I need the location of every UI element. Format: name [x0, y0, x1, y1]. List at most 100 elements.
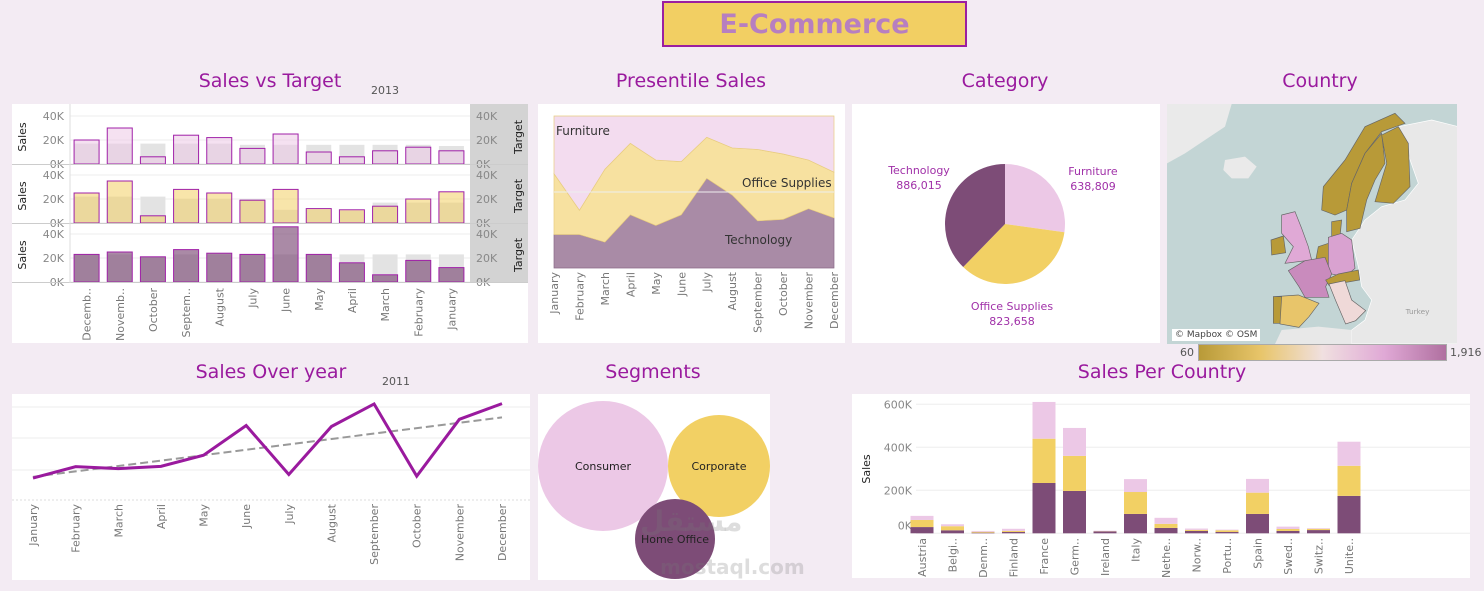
country-bar-segment[interactable] — [1307, 530, 1330, 534]
country-bar-segment[interactable] — [1215, 530, 1239, 533]
sales-bar[interactable] — [173, 249, 200, 283]
country-bar-segment[interactable] — [971, 530, 995, 532]
country-bar-segment[interactable] — [910, 515, 934, 520]
sales-bar[interactable] — [173, 188, 200, 224]
bubble-home-office[interactable] — [635, 499, 715, 579]
country-bar-segment[interactable] — [1032, 482, 1056, 534]
sales-bar[interactable] — [338, 262, 365, 283]
sales-bar[interactable] — [405, 259, 432, 283]
country-bar-segment[interactable] — [1002, 528, 1025, 531]
country-bar-segment[interactable] — [1154, 517, 1178, 524]
x-tick-label: Finland — [1008, 538, 1021, 577]
country-bar-segment[interactable] — [1337, 441, 1361, 466]
sales-bar[interactable] — [139, 256, 166, 283]
country-bar-segment[interactable] — [1337, 465, 1361, 496]
map-country-ireland — [1270, 235, 1287, 256]
sales-bar[interactable] — [338, 209, 365, 224]
pie-label-name: Furniture — [1068, 165, 1118, 178]
country-bar-segment[interactable] — [1124, 479, 1147, 493]
pie-slice-office-supplies[interactable] — [963, 224, 1065, 284]
country-bar-segment[interactable] — [1124, 492, 1147, 514]
bubble-label: Corporate — [692, 460, 747, 473]
sales-bar[interactable] — [405, 198, 432, 224]
country-bar-segment[interactable] — [1063, 490, 1086, 534]
country-bar-segment[interactable] — [1002, 532, 1025, 534]
country-bar-segment[interactable] — [1185, 529, 1208, 531]
country-bar-segment[interactable] — [910, 519, 934, 528]
sales-bar[interactable] — [438, 150, 465, 165]
sales-bar[interactable] — [405, 146, 432, 165]
sales-bar[interactable] — [372, 274, 399, 283]
country-bar-segment[interactable] — [1185, 528, 1208, 530]
country-bar-segment[interactable] — [1246, 492, 1269, 514]
sales-bar[interactable] — [338, 156, 365, 165]
pie-slice-technology[interactable] — [945, 164, 1005, 268]
country-bar-segment[interactable] — [1276, 526, 1300, 529]
country-bar-segment[interactable] — [1154, 523, 1178, 528]
country-bar-segment[interactable] — [1154, 527, 1178, 534]
country-bar-segment[interactable] — [971, 532, 995, 534]
sales-bar[interactable] — [239, 253, 266, 283]
map-country-spain — [1272, 294, 1320, 328]
sales-bar[interactable] — [372, 205, 399, 224]
pie-slice-furniture[interactable] — [1005, 164, 1065, 233]
country-bar-segment[interactable] — [1246, 478, 1269, 493]
country-bar-segment[interactable] — [1307, 528, 1330, 531]
country-bar-segment[interactable] — [971, 531, 995, 533]
sales-line[interactable] — [32, 401, 503, 480]
country-bar-segment[interactable] — [1032, 401, 1056, 439]
country-bar-segment[interactable] — [1002, 530, 1025, 533]
country-bar-segment[interactable] — [941, 526, 964, 531]
sales-bar[interactable] — [206, 137, 233, 165]
country-bar-segment[interactable] — [941, 530, 964, 534]
map-attribution[interactable]: © Mapbox © OSM — [1172, 329, 1261, 341]
sales-bar[interactable] — [73, 139, 100, 165]
sales-bar[interactable] — [173, 134, 200, 165]
country-bar-segment[interactable] — [1276, 530, 1300, 534]
y-axis-label: Sales — [860, 454, 873, 484]
sales-bar[interactable] — [206, 192, 233, 224]
y2-tick-label: 40K — [476, 110, 498, 123]
country-bar-segment[interactable] — [1063, 427, 1086, 456]
country-bar-segment[interactable] — [1063, 455, 1086, 491]
sales-bar[interactable] — [272, 226, 299, 283]
country-bar-segment[interactable] — [1215, 529, 1239, 531]
sales-bar[interactable] — [272, 133, 299, 165]
sales-bar[interactable] — [305, 208, 332, 224]
sales-bar[interactable] — [305, 253, 332, 283]
x-tick-label: August — [325, 503, 338, 542]
sales-bar[interactable] — [106, 251, 133, 283]
sales-bar[interactable] — [272, 188, 299, 224]
country-bar-segment[interactable] — [1124, 513, 1147, 534]
country-bar-segment[interactable] — [1185, 530, 1208, 534]
sales-bar[interactable] — [106, 180, 133, 224]
country-bar-segment[interactable] — [1307, 528, 1330, 529]
sales-bar[interactable] — [206, 252, 233, 283]
country-map[interactable]: Turkey © Mapbox © OSM — [1167, 104, 1457, 344]
sales-bar[interactable] — [73, 253, 100, 283]
sales-bar[interactable] — [73, 192, 100, 224]
bubble-corporate[interactable] — [668, 415, 770, 517]
sales-bar[interactable] — [239, 199, 266, 224]
sales-vs-target-year: 2013 — [371, 84, 399, 97]
country-bar-segment[interactable] — [1246, 513, 1269, 534]
sales-bar[interactable] — [239, 147, 266, 165]
country-bar-segment[interactable] — [910, 527, 934, 534]
country-bar-segment[interactable] — [941, 524, 964, 527]
sales-bar[interactable] — [305, 151, 332, 165]
sales-bar[interactable] — [438, 191, 465, 224]
bubble-consumer[interactable] — [538, 401, 668, 531]
country-bar-segment[interactable] — [1337, 495, 1361, 534]
area-furniture[interactable] — [553, 115, 835, 211]
pie-label-name: Technology — [887, 164, 950, 177]
country-bar-segment[interactable] — [1276, 529, 1300, 531]
sales-bar[interactable] — [372, 150, 399, 165]
sales-bar[interactable] — [438, 267, 465, 283]
y-tick-label: 200K — [884, 484, 913, 497]
sales-bar[interactable] — [139, 215, 166, 224]
country-bar-segment[interactable] — [1032, 438, 1056, 483]
sales-bar[interactable] — [106, 127, 133, 165]
country-bar-segment[interactable] — [1093, 531, 1117, 534]
sales-bar[interactable] — [139, 156, 166, 165]
country-bar-segment[interactable] — [1215, 532, 1239, 534]
